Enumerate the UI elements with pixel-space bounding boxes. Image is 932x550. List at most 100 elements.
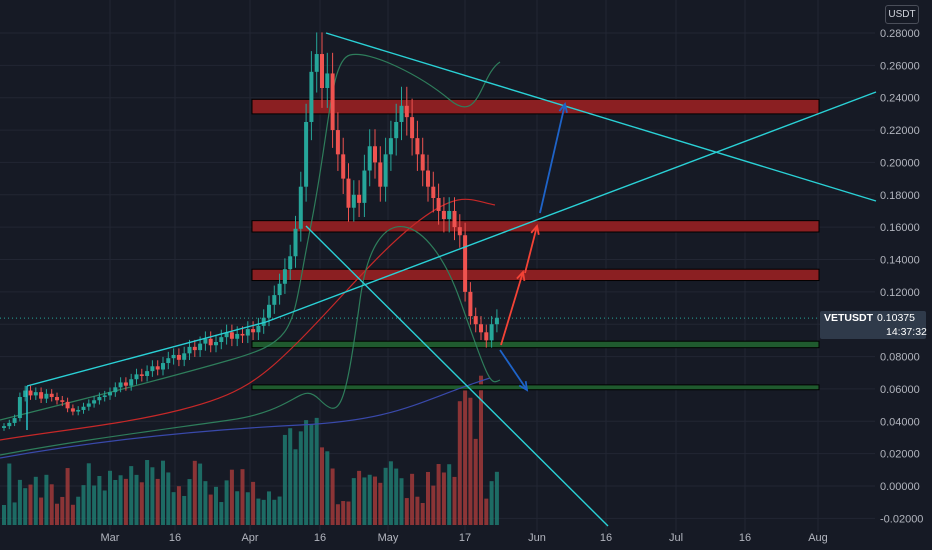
time-tick-label: 16 [600,532,612,544]
price-tick-label: 0.08000 [880,352,920,364]
time-tick-label: Aug [808,532,828,544]
volume-bar [441,472,446,525]
volume-bar [357,470,362,525]
volume-bar [240,469,245,525]
candle-body [404,105,409,118]
ascending-trendline-early [26,321,267,387]
candle-body [415,138,420,155]
candle-body [145,371,150,376]
time-tick-label: 16 [739,532,751,544]
candle-body [293,228,298,257]
candle-body [192,346,197,351]
arrow-up-2-head [530,223,540,235]
price-tick-label: 0.06000 [880,384,920,396]
time-tick-label: Jul [669,532,683,544]
volume-bar [457,401,462,525]
candle-body [39,392,44,399]
volume-bar [214,486,218,525]
volume-bar [161,460,165,525]
volume-bar [325,451,330,525]
volume-bar [203,481,208,525]
candle-body [373,146,377,163]
time-tick-label: May [378,532,399,544]
candle-body [378,162,383,187]
candle-body [277,283,282,296]
grid-lines [0,0,875,532]
volume-bar [65,468,70,525]
volume-bar [309,423,314,525]
candle-body [12,418,17,423]
candle-body [70,408,75,412]
price-tick-label: 0.24000 [880,93,920,105]
candle-body [341,154,346,179]
volume-bar [320,447,324,525]
volume-bar [39,497,44,525]
volume-bar [420,503,425,525]
candle-body [325,73,330,89]
candle-body [161,363,165,370]
candle-body [346,178,351,208]
candle-body [452,210,457,228]
volume-bar [102,490,107,525]
volume-bars [2,375,499,525]
candle-body [229,332,234,339]
currency-badge[interactable]: USDT [885,5,919,24]
volume-bar [447,464,452,525]
candlestick-series [2,32,499,431]
volume-bar [494,471,499,525]
candle-body [489,324,494,341]
indicator-lines [0,53,501,459]
volume-bar [70,504,75,525]
volume-bar [17,479,22,525]
candle-body [208,338,213,346]
trend-drawings [26,32,877,527]
resistance-zone [251,268,820,282]
volume-bar [245,492,250,525]
volume-bar [288,428,293,525]
time-tick-label: 16 [314,532,326,544]
volume-bar [224,480,229,525]
candle-body [245,329,250,336]
arrow-blue-up [539,103,566,214]
volume-bar [176,486,181,525]
volume-bar [182,495,187,525]
candle-body [436,198,441,211]
candle-body [55,397,59,401]
volume-bar [129,466,134,525]
candle-body [288,256,293,270]
arrow-blue-down [499,349,528,391]
volume-bar [383,467,388,525]
candle-body [113,387,118,393]
candle-body [81,406,86,410]
time-tick-label: Jun [528,532,546,544]
volume-bar [166,472,171,525]
volume-bar [192,460,197,525]
candle-body [33,392,38,396]
volume-bar [272,499,277,525]
volume-bar [304,420,309,525]
candle-body [49,393,54,398]
volume-bar [2,505,6,525]
volume-bar [436,464,441,525]
candle-body [28,390,33,396]
candle-body [176,354,181,360]
bollinger-upper [0,53,501,421]
volume-bar [97,476,102,525]
volume-bar [150,467,155,525]
volume-bar [118,475,123,525]
ticker-price: 0.10375 [877,312,915,324]
volume-bar [55,503,59,525]
candle-body [240,333,245,336]
volume-bar [28,484,33,525]
volume-bar [468,397,473,525]
arrow-up-2 [524,225,538,274]
candle-body [60,400,65,402]
candle-body [23,390,28,398]
volume-bar [267,491,271,525]
candle-body [76,409,81,412]
candle-body [468,291,473,317]
candle-body [314,54,319,72]
candle-body [441,210,446,220]
volume-bar [415,496,420,525]
